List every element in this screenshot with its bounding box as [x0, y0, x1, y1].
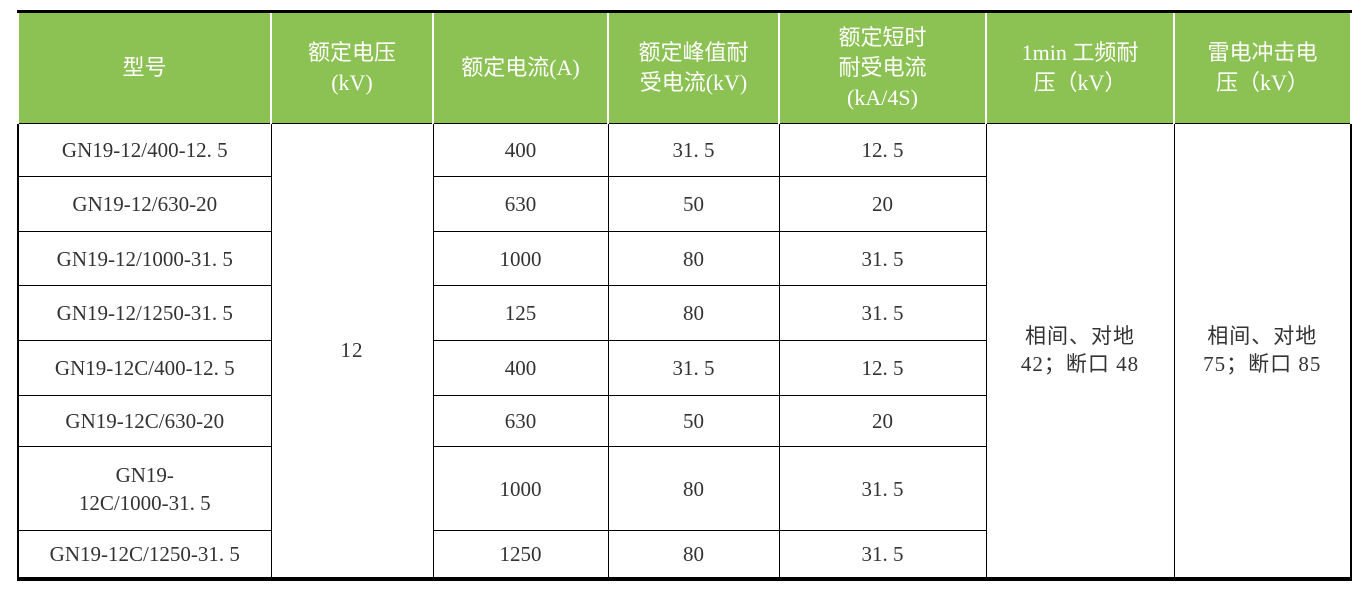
header-cell-power-frequency-withstand-voltage: 1min 工频耐 压（kV） — [985, 10, 1175, 124]
rated-voltage-merged-cell: 12 — [270, 123, 434, 579]
peak-withstand-cell: 80 — [607, 530, 780, 579]
peak-withstand-cell: 80 — [607, 285, 780, 341]
header-cell-lightning-impulse-voltage: 雷电冲击电 压（kV） — [1173, 10, 1352, 124]
rated-current-cell: 400 — [432, 340, 609, 396]
table-row: GN19-12/630-20 630 50 20 — [17, 176, 1351, 232]
rated-current-cell: 400 — [432, 123, 609, 177]
rated-current-cell: 630 — [432, 395, 609, 447]
short-time-withstand-cell: 31. 5 — [778, 446, 987, 531]
header-cell-peak-withstand-current: 额定峰值耐 受电流(kV) — [607, 10, 780, 124]
peak-withstand-cell: 80 — [607, 446, 780, 531]
rated-current-cell: 1000 — [432, 446, 609, 531]
table-row: GN19-12/1000-31. 5 1000 80 31. 5 — [17, 231, 1351, 286]
model-cell: GN19-12/400-12. 5 — [17, 123, 272, 177]
peak-withstand-cell: 31. 5 — [607, 123, 780, 177]
rated-current-cell: 1000 — [432, 231, 609, 286]
model-cell: GN19- 12C/1000-31. 5 — [17, 446, 272, 531]
header-cell-short-time-withstand-current: 额定短时 耐受电流 (kA/4S) — [778, 10, 987, 124]
peak-withstand-cell: 50 — [607, 395, 780, 447]
peak-withstand-cell: 50 — [607, 176, 780, 232]
header-cell-rated-current: 额定电流(A) — [432, 10, 609, 124]
peak-withstand-cell: 80 — [607, 231, 780, 286]
short-time-withstand-cell: 31. 5 — [778, 530, 987, 579]
table-row: GN19-12C/1250-31. 5 1250 80 31. 5 — [17, 530, 1351, 579]
table-row: GN19-12/1250-31. 5 125 80 31. 5 — [17, 285, 1351, 341]
rated-current-cell: 1250 — [432, 530, 609, 579]
short-time-withstand-cell: 31. 5 — [778, 285, 987, 341]
header-row: 型号 额定电压 (kV) 额定电流(A) 额定峰值耐 受电流(kV) 额定短时 … — [17, 10, 1352, 124]
short-time-withstand-cell: 20 — [778, 395, 987, 447]
short-time-withstand-cell: 31. 5 — [778, 231, 987, 286]
model-cell: GN19-12C/1250-31. 5 — [17, 530, 272, 579]
table-row: GN19-12C/400-12. 5 400 31. 5 12. 5 — [17, 340, 1351, 396]
power-frequency-withstand-merged-cell: 相间、对地 42；断口 48 — [985, 123, 1175, 579]
peak-withstand-cell: 31. 5 — [607, 340, 780, 396]
model-cell: GN19-12/630-20 — [17, 176, 272, 232]
model-cell: GN19-12/1250-31. 5 — [17, 285, 272, 341]
rated-current-cell: 125 — [432, 285, 609, 341]
table-row: GN19- 12C/1000-31. 5 1000 80 31. 5 — [17, 446, 1351, 531]
short-time-withstand-cell: 12. 5 — [778, 123, 987, 177]
lightning-impulse-merged-cell: 相间、对地 75；断口 85 — [1173, 123, 1352, 579]
short-time-withstand-cell: 12. 5 — [778, 340, 987, 396]
rated-current-cell: 630 — [432, 176, 609, 232]
short-time-withstand-cell: 20 — [778, 176, 987, 232]
header-cell-rated-voltage: 额定电压 (kV) — [270, 10, 434, 124]
table-row: GN19-12C/630-20 630 50 20 — [17, 395, 1351, 447]
header-cell-model: 型号 — [17, 10, 272, 124]
specification-table: 型号 额定电压 (kV) 额定电流(A) 额定峰值耐 受电流(kV) 额定短时 … — [17, 10, 1352, 581]
model-cell: GN19-12C/400-12. 5 — [17, 340, 272, 396]
model-cell: GN19-12C/630-20 — [17, 395, 272, 447]
model-cell: GN19-12/1000-31. 5 — [17, 231, 272, 286]
table-row: GN19-12/400-12. 5 12 400 31. 5 12. 5 相间、… — [17, 123, 1352, 579]
